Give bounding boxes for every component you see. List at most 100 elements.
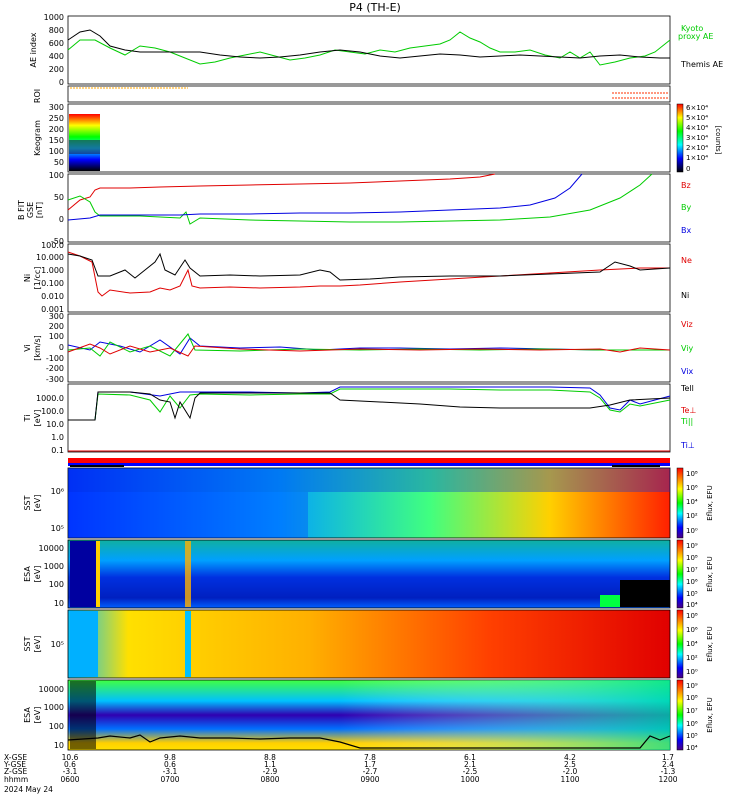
axis-column-1200: 1.7 2.4 -1.3 1200 (658, 753, 677, 784)
axis-row-label: Y-GSE (3, 760, 26, 769)
keogram-cb-tick: 5×10⁴ (686, 114, 708, 122)
axis-z-gse: -2.5 (463, 767, 478, 776)
temp-legend-tiperp: Ti⊥ (680, 441, 695, 450)
axis-z-gse: -2.0 (563, 767, 578, 776)
esa-i-ylabel2: [eV] (33, 707, 42, 724)
esa-e-ylabel: ESA (23, 566, 32, 582)
bfield-legend-bz: Bz (681, 181, 691, 190)
axis-column-0600: 10.6 0.6 -3.1 0600 (60, 753, 79, 784)
ae-ylabel: AE index (29, 32, 38, 67)
axis-time: 0900 (360, 775, 379, 784)
axis-y-gse: 0.6 (64, 760, 76, 769)
axis-column-1100: 4.2 2.5 -2.0 1100 (560, 753, 579, 784)
ae-tick: 600 (49, 39, 64, 48)
sst-e-cb-tick: 10⁸ (686, 470, 698, 478)
velocity-legend-viy: Viy (681, 344, 694, 353)
sst-i-cb-tick: 10⁰ (686, 668, 698, 676)
density-ylabel: Ni (23, 274, 32, 282)
velocity-tick: 200 (49, 322, 64, 331)
axis-x-gse: 9.8 (164, 753, 176, 762)
axis-x-gse: 8.8 (264, 753, 276, 762)
temp-panel: Ti [eV] 1000.0 100.0 10.0 1.0 0.1 Tell T… (23, 383, 696, 455)
axis-y-gse: 0.6 (164, 760, 176, 769)
keogram-tick: 100 (49, 147, 64, 156)
esa-i-tick: 1000 (44, 703, 64, 712)
temp-tick: 100.0 (41, 407, 64, 416)
velocity-tick: 100 (49, 332, 64, 341)
bfield-tick: 100 (49, 171, 64, 180)
esa-i-density-contour (67, 734, 671, 749)
axis-y-gse: 1.7 (364, 760, 376, 769)
esa-e-tick: 10000 (39, 544, 64, 553)
keogram-cb-tick: 2×10⁴ (686, 144, 708, 152)
sst-e-cb-tick: 10⁴ (686, 498, 698, 506)
axis-column-0700: 9.8 0.6 -3.1 0700 (160, 753, 179, 784)
sst-e-tick: 10⁵ (51, 524, 64, 533)
density-panel: Ni [1/cc] 100.0 10.000 1.000 0.100 0.010… (23, 241, 692, 314)
temp-tick: 1000.0 (36, 394, 64, 403)
velocity-viz (67, 343, 671, 357)
mode-bar (68, 458, 670, 467)
sst-i-cb-tick: 10² (686, 654, 698, 662)
ae-legend-kyoto: Kyoto (681, 24, 703, 33)
bfield-panel: B FIT GSE [nT] 100 50 0 -50 Bz By Bx (17, 171, 691, 246)
ae-tick: 800 (49, 26, 64, 35)
axis-z-gse: -1.3 (661, 767, 676, 776)
axis-column-0900: 7.8 1.7 -2.7 0900 (360, 753, 379, 784)
keogram-cb-tick: 6×10⁴ (686, 104, 708, 112)
sst-e-cb-tick: 10⁶ (686, 484, 698, 492)
axis-x-gse: 1.7 (662, 753, 674, 762)
sst-i-panel: SST [eV] 10⁵ 10⁸ 10⁶ 10⁴ 10² 10⁰ Eflux, … (23, 609, 714, 679)
ae-tick: 400 (49, 52, 64, 61)
bfield-tick: -50 (51, 237, 64, 246)
axis-x-gse: 10.6 (62, 753, 79, 762)
bfield-bx (67, 173, 583, 221)
sst-e-panel: SST [eV] 10⁶ 10⁵ 10⁸ 10⁶ 10⁴ 10² 10⁰ Efl… (23, 467, 714, 539)
axis-row-label: hhmm (4, 775, 28, 784)
esa-e-tick: 100 (49, 580, 64, 589)
density-legend-ni: Ni (681, 291, 689, 300)
esa-i-cb-label: Eflux, EFU (706, 697, 714, 732)
ae-series-green (67, 31, 671, 66)
bfield-by (67, 173, 653, 225)
axis-y-gse: 2.4 (662, 760, 674, 769)
keogram-panel: Keogram 300 250 200 150 100 50 6×10⁴ 5×1… (33, 103, 722, 173)
density-ne (67, 251, 670, 297)
esa-i-tick: 100 (49, 722, 64, 731)
sst-i-tick: 10⁵ (51, 640, 64, 649)
velocity-tick: 0 (59, 343, 64, 352)
sst-i-cb-label: Eflux, EFU (706, 626, 714, 661)
density-tick: 0.010 (41, 292, 64, 301)
esa-e-cb-tick: 10⁷ (686, 566, 698, 574)
keogram-cb-tick: 4×10⁴ (686, 124, 708, 132)
axis-time: 1100 (560, 775, 579, 784)
esa-e-panel: ESA [eV] 10000 1000 100 10 10⁹ 10⁸ 10⁷ 1… (23, 539, 714, 609)
ae-series-black (67, 29, 670, 59)
sst-e-colorbar (676, 467, 684, 539)
bfield-ylabel3: [nT] (35, 202, 44, 218)
axis-y-gse: 2.1 (464, 760, 476, 769)
temp-ylabel: Ti (23, 415, 32, 423)
esa-e-cb-tick: 10⁶ (686, 578, 698, 586)
esa-i-cb-tick: 10⁹ (686, 682, 698, 690)
temp-te-par (68, 391, 671, 421)
sst-e-cb-label: Eflux, EFU (706, 485, 714, 520)
roi-ylabel: ROI (33, 89, 42, 103)
velocity-tick: 300 (49, 312, 64, 321)
esa-e-tick: 10 (54, 599, 64, 608)
esa-i-tick: 10000 (39, 685, 64, 694)
density-tick: 0.100 (41, 279, 64, 288)
bfield-legend-by: By (681, 203, 691, 212)
density-tick: 100.0 (41, 241, 64, 250)
ae-panel: AE index 1000 800 600 400 200 0 Kyoto pr… (29, 13, 723, 87)
sst-e-cb-tick: 10² (686, 512, 698, 520)
bfield-ylabel2: GSE (26, 202, 35, 218)
axis-x-gse: 4.2 (564, 753, 576, 762)
sst-i-colorbar (676, 609, 684, 679)
ae-tick: 0 (59, 78, 64, 87)
temp-tick: 0.1 (51, 446, 64, 455)
bfield-legend-bx: Bx (681, 226, 691, 235)
axis-z-gse: -2.9 (263, 767, 278, 776)
bfield-tick: 50 (54, 193, 64, 202)
axis-z-gse: -3.1 (163, 767, 178, 776)
